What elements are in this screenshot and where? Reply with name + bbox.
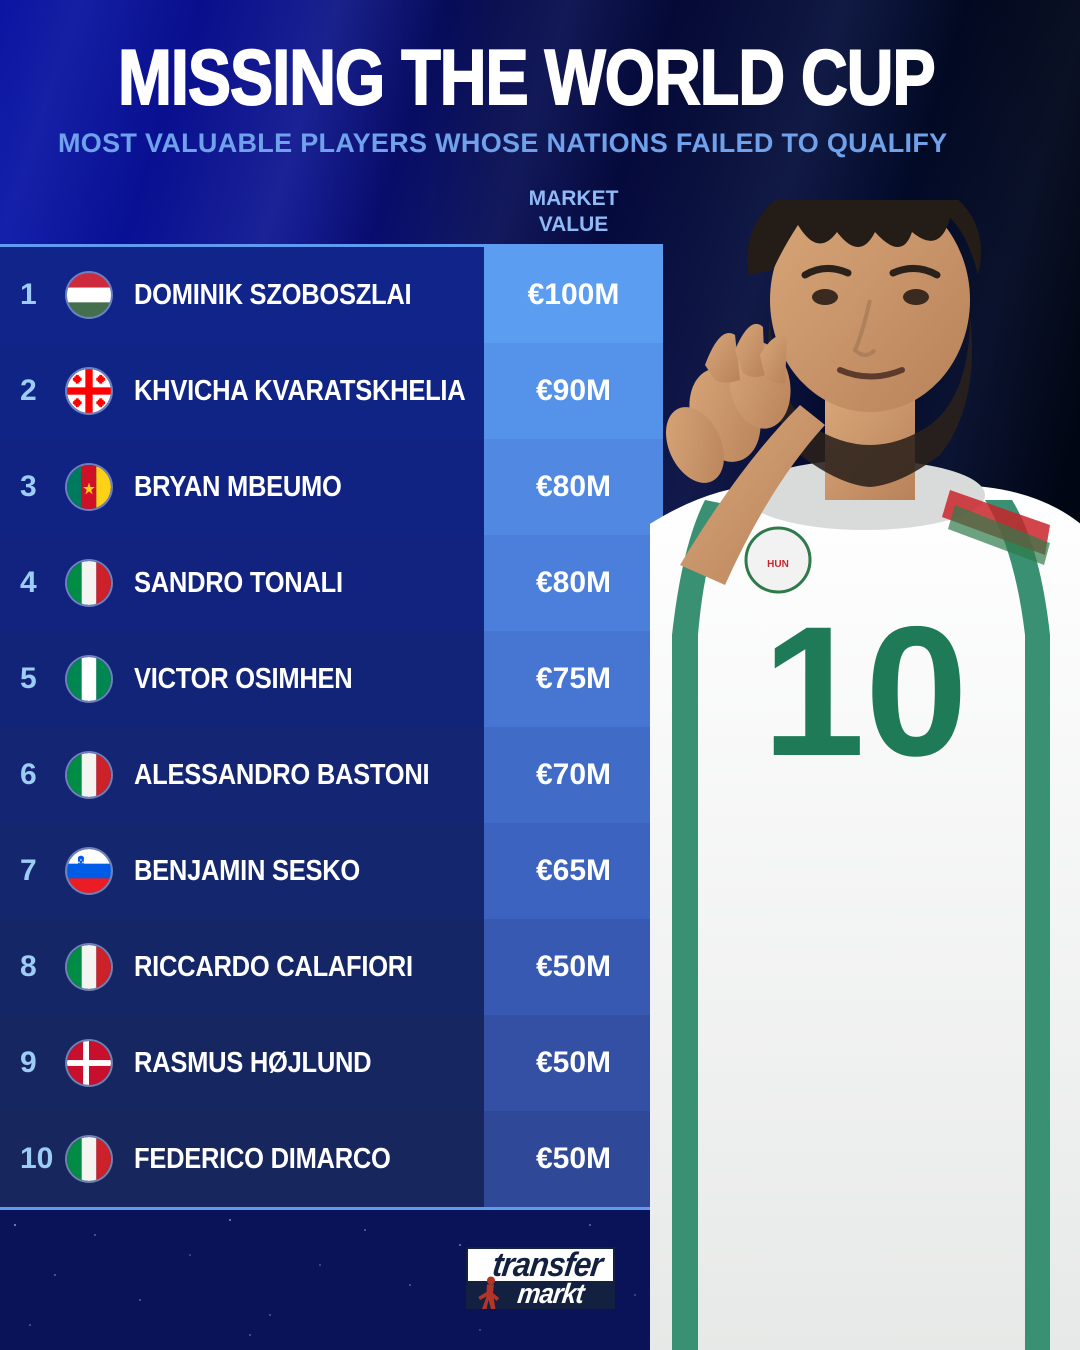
svg-text:HUN: HUN xyxy=(767,559,789,570)
svg-text:10: 10 xyxy=(762,589,968,795)
